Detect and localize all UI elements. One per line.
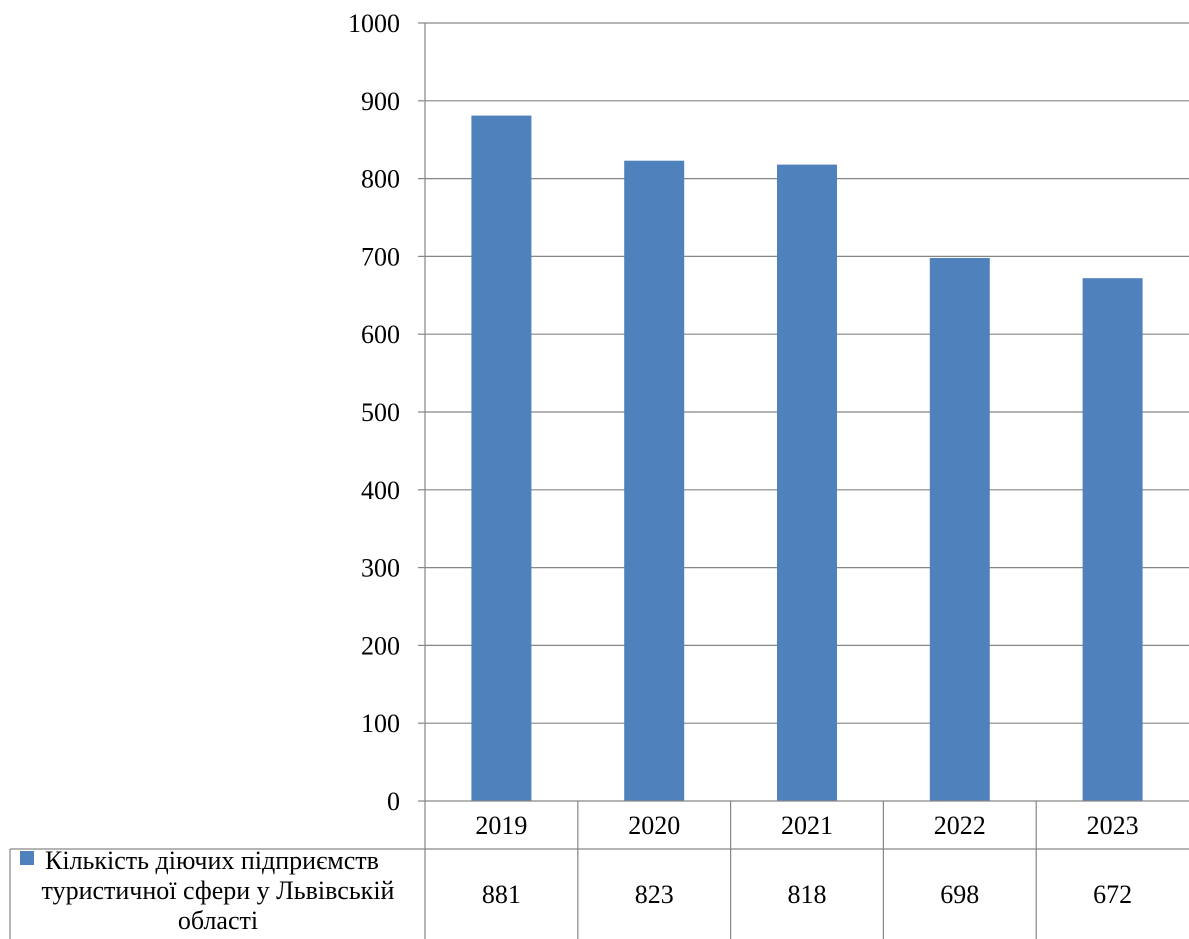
legend-series-name: Кількість діючих підприємств <box>45 846 379 875</box>
bar-2020 <box>624 160 685 801</box>
data-label: 672 <box>1093 880 1132 909</box>
y-tick-label: 400 <box>361 476 400 505</box>
data-label: 818 <box>788 880 827 909</box>
x-tick-label: 2021 <box>781 811 833 840</box>
y-tick-label: 800 <box>361 165 400 194</box>
y-tick-label: 900 <box>361 87 400 116</box>
y-tick-label: 600 <box>361 320 400 349</box>
y-tick-label: 200 <box>361 631 400 660</box>
bar-2022 <box>929 257 990 801</box>
legend-series-name: туристичної сфери у Львівській <box>42 876 395 905</box>
y-tick-label: 100 <box>361 709 400 738</box>
bar-2023 <box>1082 278 1143 802</box>
y-tick-label: 0 <box>387 787 400 816</box>
data-label: 823 <box>635 880 674 909</box>
x-tick-label: 2022 <box>934 811 986 840</box>
y-tick-label: 300 <box>361 554 400 583</box>
y-tick-label: 700 <box>361 242 400 271</box>
legend-series-name: області <box>178 906 258 935</box>
data-table: 2019 2020 2021 2022 2023 881 823 818 698 672 Кільк… <box>9 801 1189 939</box>
x-tick-label: 2023 <box>1087 811 1139 840</box>
bar-2019 <box>471 115 532 801</box>
data-label: 881 <box>482 880 521 909</box>
y-axis-ticks: 0 100 200 300 400 500 600 700 800 900 1000 <box>348 9 425 816</box>
bar-2021 <box>777 164 837 801</box>
x-tick-label: 2019 <box>475 811 527 840</box>
legend-swatch <box>20 851 34 865</box>
y-tick-label: 1000 <box>348 9 400 38</box>
bars <box>471 115 1143 802</box>
x-tick-label: 2020 <box>628 811 680 840</box>
axes <box>424 23 1189 939</box>
y-tick-label: 500 <box>361 398 400 427</box>
data-label: 698 <box>940 880 979 909</box>
